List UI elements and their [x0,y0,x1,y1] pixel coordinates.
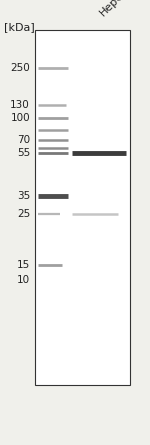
Text: 55: 55 [17,148,30,158]
Text: 25: 25 [17,209,30,219]
Text: 250: 250 [10,63,30,73]
Text: 100: 100 [10,113,30,123]
Bar [35,30,130,385]
Text: 15: 15 [17,260,30,270]
Text: 130: 130 [10,100,30,110]
Text: [kDa]: [kDa] [4,22,35,32]
Text: HepG2: HepG2 [98,0,132,18]
Text: 35: 35 [17,191,30,201]
Text: 10: 10 [17,275,30,285]
Text: 70: 70 [17,135,30,145]
